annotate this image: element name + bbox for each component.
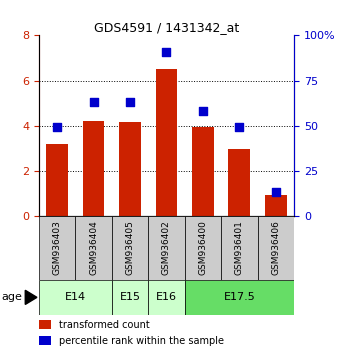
Bar xyxy=(192,127,214,216)
Bar xyxy=(228,149,250,216)
Text: GSM936401: GSM936401 xyxy=(235,220,244,275)
Text: E17.5: E17.5 xyxy=(223,292,255,302)
Bar xyxy=(258,216,294,280)
Bar xyxy=(112,280,148,315)
Text: E16: E16 xyxy=(156,292,177,302)
Text: GSM936405: GSM936405 xyxy=(125,220,135,275)
Bar xyxy=(148,216,185,280)
Bar xyxy=(46,144,68,216)
Bar xyxy=(112,216,148,280)
Text: GSM936404: GSM936404 xyxy=(89,221,98,275)
Bar xyxy=(185,280,294,315)
Point xyxy=(91,99,96,105)
Text: GSM936400: GSM936400 xyxy=(198,220,208,275)
Bar xyxy=(39,216,75,280)
Text: GSM936406: GSM936406 xyxy=(271,220,280,275)
Text: GSM936402: GSM936402 xyxy=(162,221,171,275)
Bar xyxy=(39,320,51,329)
Text: transformed count: transformed count xyxy=(59,320,150,330)
Text: GSM936403: GSM936403 xyxy=(53,220,62,275)
Text: age: age xyxy=(2,292,23,302)
Bar xyxy=(155,69,177,216)
Point xyxy=(237,125,242,130)
Point xyxy=(200,108,206,114)
Point xyxy=(54,125,60,130)
Bar xyxy=(185,216,221,280)
Polygon shape xyxy=(25,290,37,304)
Text: E15: E15 xyxy=(120,292,141,302)
Point xyxy=(127,99,133,105)
Bar xyxy=(119,122,141,216)
Point xyxy=(273,190,279,195)
Title: GDS4591 / 1431342_at: GDS4591 / 1431342_at xyxy=(94,21,239,34)
Bar xyxy=(82,121,104,216)
Bar xyxy=(148,280,185,315)
Point xyxy=(164,49,169,55)
Bar xyxy=(265,194,287,216)
Bar xyxy=(39,336,51,345)
Text: percentile rank within the sample: percentile rank within the sample xyxy=(59,336,224,346)
Text: E14: E14 xyxy=(65,292,86,302)
Bar xyxy=(39,280,112,315)
Bar xyxy=(75,216,112,280)
Bar xyxy=(221,216,258,280)
